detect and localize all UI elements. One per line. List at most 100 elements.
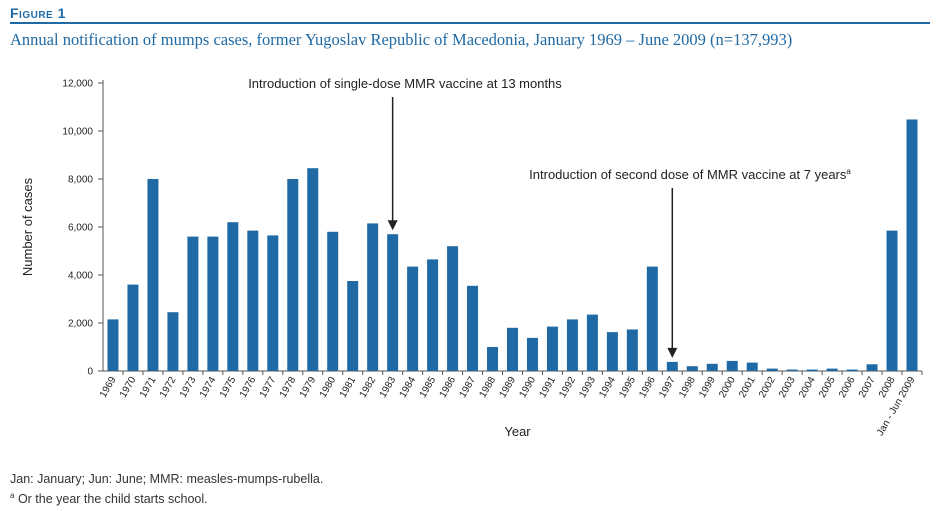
x-tick-label: 2002 [757,375,778,400]
x-tick-label: 1982 [358,375,379,400]
figure-label: Figure 1 [10,5,66,21]
chart-title: Annual notification of mumps cases, form… [10,30,793,49]
footnote-marker: a [10,491,15,500]
bar [666,361,678,371]
y-tick-label: 10,000 [62,127,93,138]
x-tick-label: 2007 [857,375,878,400]
bar [267,235,279,371]
x-tick-label: 1990 [517,375,538,400]
bar [886,230,898,371]
x-tick-label: 1971 [138,375,159,400]
y-tick-label: 8,000 [68,175,93,186]
bar [906,119,918,371]
annotation-arrow-head [667,347,678,358]
title-divider [10,22,930,24]
y-tick-label: 0 [87,367,93,378]
bar [247,230,259,371]
bar [287,179,299,371]
bar [826,368,838,371]
x-tick-label: 1983 [378,375,399,400]
x-tick-label: 1999 [697,375,718,400]
bar [806,369,818,371]
y-tick-label: 12,000 [62,79,93,90]
x-tick-label: 1996 [637,375,658,400]
y-axis-title: Number of cases [20,177,35,276]
bar [746,362,758,371]
x-tick-label: 1994 [597,375,618,400]
bar [526,337,538,371]
x-tick-label: 1995 [617,375,638,400]
bar [147,179,159,371]
bar [127,284,139,371]
bar [427,259,439,371]
x-tick-label: 1988 [477,375,498,400]
x-tick-label: 1989 [497,375,518,400]
x-axis-title: Year [504,424,531,439]
x-tick-label: 1978 [278,375,299,400]
bar [646,266,658,371]
bar [387,234,399,371]
annotation-label: Introduction of single-dose MMR vaccine … [248,76,562,91]
bar [187,236,199,371]
x-tick-label: 2000 [717,375,738,400]
bar [726,360,738,371]
x-tick-label: 2001 [737,375,758,400]
bar [507,327,518,371]
x-tick-label: 1977 [258,375,279,400]
x-tick-label: 1998 [677,375,698,400]
x-tick-label: 1980 [318,375,339,400]
x-tick-label: 2003 [777,375,798,400]
annotation-label: Introduction of second dose of MMR vacci… [529,167,851,182]
annotation-superscript: a [846,167,851,176]
bar [307,168,319,371]
bar [686,366,698,371]
x-tick-label: 1984 [398,375,419,400]
bar [566,319,578,371]
footnote-a: a Or the year the child starts school. [10,491,208,506]
bar [606,332,618,371]
x-tick-label: 1973 [178,375,199,400]
x-tick-label: 1986 [438,375,459,400]
bar [227,222,239,371]
x-tick-label: 1991 [537,375,558,400]
x-tick-label: Jan - Jun 2009 [875,375,918,438]
x-tick-label: 1979 [298,375,319,400]
bar [347,281,359,371]
y-tick-label: 4,000 [68,271,93,282]
x-tick-label: 1997 [657,375,678,400]
x-tick-label: 2008 [877,375,898,400]
footnote-abbreviations: Jan: January; Jun: June; MMR: measles-mu… [10,472,324,486]
x-tick-label: 2006 [837,375,858,400]
x-tick-label: 1992 [557,375,578,400]
x-tick-label: 1976 [238,375,259,400]
bar [327,231,339,371]
x-tick-label: 1987 [457,375,478,400]
y-tick-label: 6,000 [68,223,93,234]
bar [626,329,638,371]
bar [706,363,718,371]
x-tick-label: 1970 [118,375,139,400]
bar [786,369,798,371]
x-tick-label: 1993 [577,375,598,400]
bar [546,326,558,371]
bar [866,364,878,371]
bar [467,285,479,371]
bar [407,266,419,371]
annotation-arrow-head [387,220,398,231]
bar [107,319,119,371]
bar [586,314,598,371]
bar [447,246,459,371]
footnote-a-text: Or the year the child starts school. [17,492,208,507]
bar [487,347,499,371]
x-tick-label: 1969 [98,375,119,400]
x-tick-label: 1981 [338,375,359,400]
bar [207,236,219,371]
bar [367,223,379,371]
bar [167,312,179,371]
x-tick-label: 2004 [797,375,818,400]
x-tick-label: 2005 [817,375,838,400]
bar [766,368,778,371]
x-tick-label: 1972 [158,375,179,400]
x-tick-label: 1975 [218,375,239,400]
